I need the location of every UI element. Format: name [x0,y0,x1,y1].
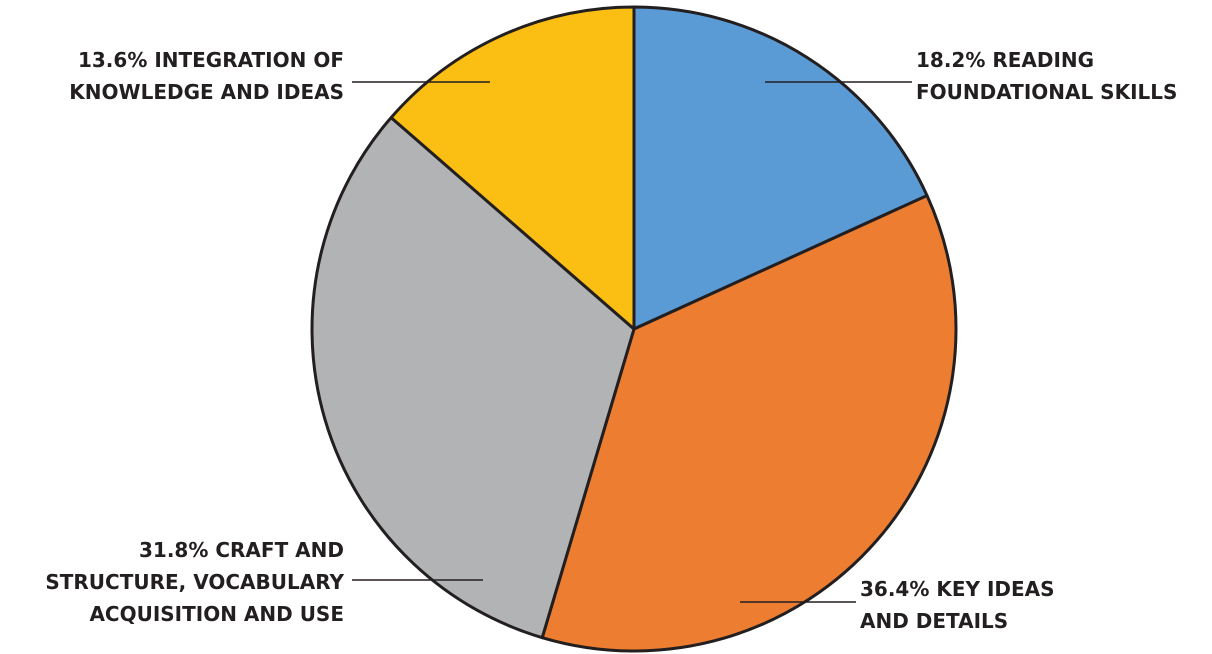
slice-label-line: 18.2% READING [916,48,1094,72]
pie-slice-1 [540,194,958,653]
slice-labels: 18.2% READING FOUNDATIONAL SKILLS 36.4% KE… [45,48,1177,633]
pie-slice-0 [632,5,929,331]
slice-label-line: AND DETAILS [860,609,1008,633]
label-leader-lines [352,81,912,603]
slice-label-line: FOUNDATIONAL SKILLS [916,80,1177,104]
slice-label-1: 36.4% KEY IDEAS AND DETAILS [860,577,1055,633]
slice-label-2: 31.8% CRAFT AND STRUCTURE, VOCABULARY ACQU… [45,538,344,626]
slice-label-line: 36.4% KEY IDEAS [860,577,1055,601]
pie-slice-3 [389,5,636,331]
slice-label-3: 13.6% INTEGRATION OF KNOWLEDGE AND IDEAS [69,48,344,104]
pie-slice-2 [310,116,636,640]
slice-label-line: 13.6% INTEGRATION OF [78,48,344,72]
slice-label-line: STRUCTURE, VOCABULARY [45,570,344,594]
pie-slices [310,5,958,653]
slice-label-line: 31.8% CRAFT AND [139,538,344,562]
slice-label-line: ACQUISITION AND USE [89,602,344,626]
slice-label-line: KNOWLEDGE AND IDEAS [69,80,344,104]
slice-label-0: 18.2% READING FOUNDATIONAL SKILLS [916,48,1177,104]
